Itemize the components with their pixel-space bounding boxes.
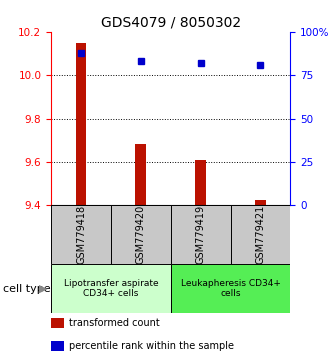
FancyBboxPatch shape <box>171 264 290 313</box>
Text: ▶: ▶ <box>39 284 48 293</box>
Text: Lipotransfer aspirate
CD34+ cells: Lipotransfer aspirate CD34+ cells <box>64 279 158 298</box>
Bar <box>195 160 206 205</box>
Bar <box>136 143 146 205</box>
FancyBboxPatch shape <box>171 205 231 264</box>
FancyBboxPatch shape <box>51 264 171 313</box>
Bar <box>51 341 64 351</box>
Text: GSM779418: GSM779418 <box>76 205 86 264</box>
Text: percentile rank within the sample: percentile rank within the sample <box>69 341 234 351</box>
Text: cell type: cell type <box>3 284 51 293</box>
FancyBboxPatch shape <box>51 205 111 264</box>
Text: GSM779419: GSM779419 <box>196 205 206 264</box>
Text: transformed count: transformed count <box>69 319 160 329</box>
Text: Leukapheresis CD34+
cells: Leukapheresis CD34+ cells <box>181 279 280 298</box>
FancyBboxPatch shape <box>111 205 171 264</box>
Text: GSM779420: GSM779420 <box>136 205 146 264</box>
Bar <box>255 200 266 205</box>
Title: GDS4079 / 8050302: GDS4079 / 8050302 <box>101 15 241 29</box>
FancyBboxPatch shape <box>231 205 290 264</box>
Bar <box>76 43 86 205</box>
Bar <box>51 318 64 329</box>
Text: GSM779421: GSM779421 <box>255 205 266 264</box>
